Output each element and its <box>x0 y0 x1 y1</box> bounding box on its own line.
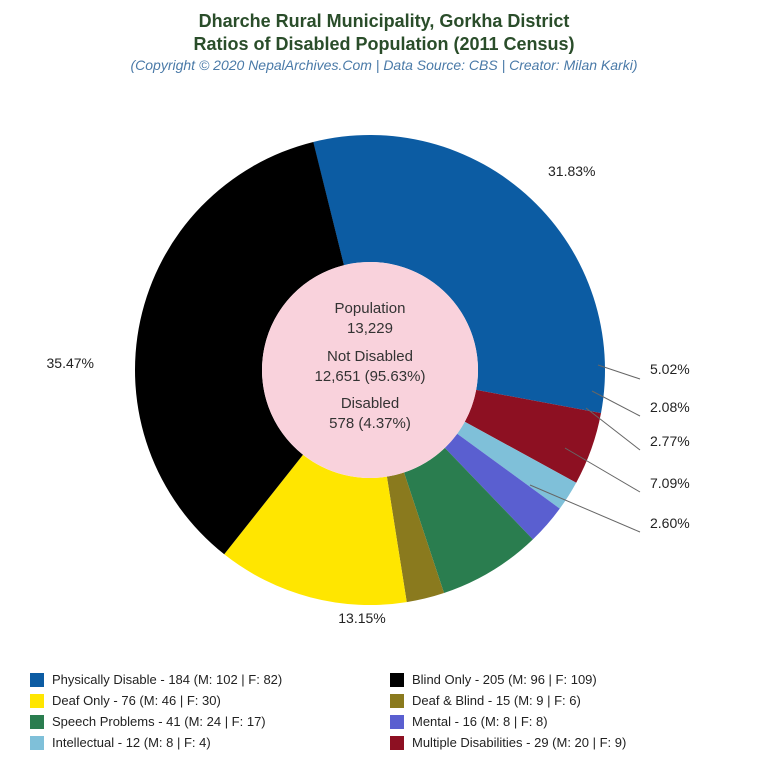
slice-label: 31.83% <box>548 163 595 179</box>
slice-label: 7.09% <box>650 475 690 491</box>
slice-label: 2.77% <box>650 433 690 449</box>
chart-title-2: Ratios of Disabled Population (2011 Cens… <box>0 33 768 56</box>
slice-label: 5.02% <box>650 361 690 377</box>
center-population-label: Population <box>260 299 480 319</box>
legend-swatch <box>30 694 44 708</box>
legend-swatch <box>390 715 404 729</box>
center-disabled-value: 578 (4.37%) <box>260 414 480 434</box>
legend-swatch <box>30 736 44 750</box>
chart-header: Dharche Rural Municipality, Gorkha Distr… <box>0 0 768 73</box>
legend-swatch <box>390 736 404 750</box>
legend-text: Deaf & Blind - 15 (M: 9 | F: 6) <box>412 693 581 708</box>
legend-text: Intellectual - 12 (M: 8 | F: 4) <box>52 735 211 750</box>
chart-subtitle: (Copyright © 2020 NepalArchives.Com | Da… <box>0 57 768 73</box>
center-population-value: 13,229 <box>260 319 480 339</box>
center-notdisabled-label: Not Disabled <box>260 347 480 367</box>
center-disabled-label: Disabled <box>260 394 480 414</box>
slice-label: 2.60% <box>650 515 690 531</box>
center-stats: Population 13,229 Not Disabled 12,651 (9… <box>260 292 480 442</box>
slice-label: 13.15% <box>338 610 385 626</box>
donut-chart: 31.83% 5.02% 2.08% 2.77% 7.09% 2.60% 13.15% 35.… <box>0 90 768 630</box>
legend-item: Intellectual - 12 (M: 8 | F: 4) <box>30 735 380 750</box>
legend-item: Deaf & Blind - 15 (M: 9 | F: 6) <box>390 693 740 708</box>
legend-swatch <box>390 694 404 708</box>
legend-item: Blind Only - 205 (M: 96 | F: 109) <box>390 672 740 687</box>
center-notdisabled-value: 12,651 (95.63%) <box>260 367 480 387</box>
legend-text: Physically Disable - 184 (M: 102 | F: 82… <box>52 672 282 687</box>
legend-text: Mental - 16 (M: 8 | F: 8) <box>412 714 548 729</box>
legend: Physically Disable - 184 (M: 102 | F: 82… <box>30 672 740 750</box>
slice-label: 35.47% <box>47 355 94 371</box>
legend-item: Multiple Disabilities - 29 (M: 20 | F: 9… <box>390 735 740 750</box>
legend-item: Mental - 16 (M: 8 | F: 8) <box>390 714 740 729</box>
legend-swatch <box>30 715 44 729</box>
slice-label: 2.08% <box>650 399 690 415</box>
legend-item: Speech Problems - 41 (M: 24 | F: 17) <box>30 714 380 729</box>
legend-swatch <box>390 673 404 687</box>
legend-text: Multiple Disabilities - 29 (M: 20 | F: 9… <box>412 735 626 750</box>
legend-item: Deaf Only - 76 (M: 46 | F: 30) <box>30 693 380 708</box>
legend-swatch <box>30 673 44 687</box>
legend-text: Speech Problems - 41 (M: 24 | F: 17) <box>52 714 266 729</box>
legend-item: Physically Disable - 184 (M: 102 | F: 82… <box>30 672 380 687</box>
chart-title-1: Dharche Rural Municipality, Gorkha Distr… <box>0 10 768 33</box>
legend-text: Deaf Only - 76 (M: 46 | F: 30) <box>52 693 221 708</box>
legend-text: Blind Only - 205 (M: 96 | F: 109) <box>412 672 597 687</box>
